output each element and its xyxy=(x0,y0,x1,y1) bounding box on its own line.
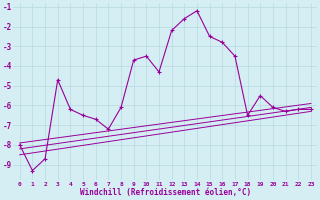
X-axis label: Windchill (Refroidissement éolien,°C): Windchill (Refroidissement éolien,°C) xyxy=(80,188,251,197)
